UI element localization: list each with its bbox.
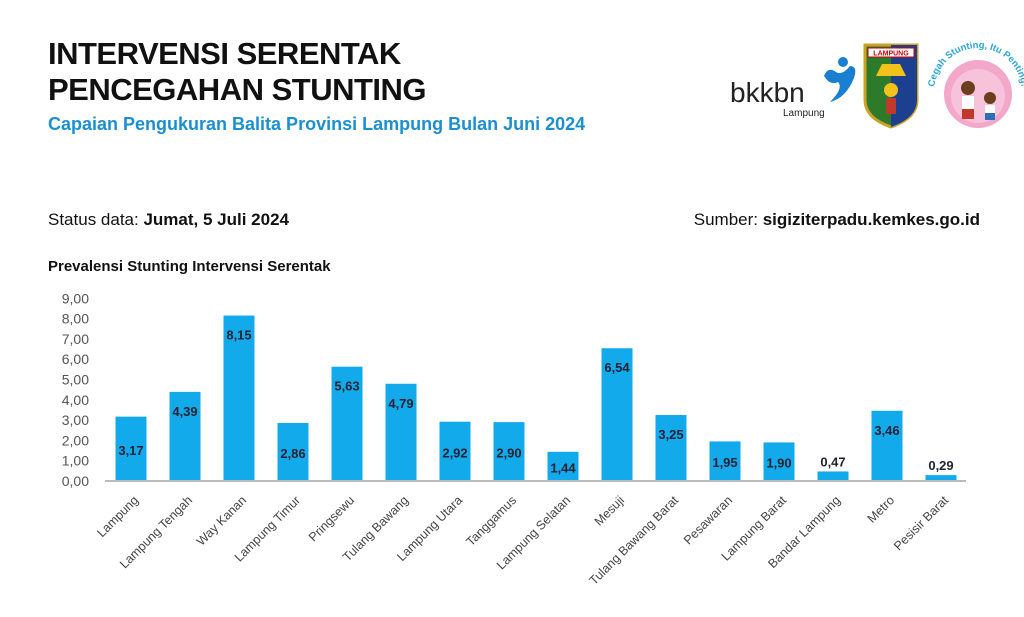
x-tick-label: Tanggamus bbox=[464, 493, 520, 549]
bar bbox=[493, 422, 525, 481]
data-label: 5,63 bbox=[334, 379, 359, 394]
svg-text:LAMPUNG: LAMPUNG bbox=[873, 51, 909, 58]
data-label: 0,47 bbox=[820, 454, 845, 469]
data-label: 2,90 bbox=[496, 446, 521, 461]
bar bbox=[169, 391, 201, 481]
bar bbox=[223, 315, 255, 481]
y-tick-label: 6,00 bbox=[62, 351, 89, 367]
y-tick-label: 4,00 bbox=[62, 392, 89, 408]
x-tick-label: Pesisir Barat bbox=[891, 493, 951, 553]
title-line-1: INTERVENSI SERENTAK bbox=[48, 36, 401, 71]
y-tick-label: 3,00 bbox=[62, 412, 89, 428]
status-data: Status data: Jumat, 5 Juli 2024 bbox=[48, 210, 289, 229]
title-line-2: PENCEGAHAN STUNTING bbox=[48, 72, 427, 107]
data-source: Sumber: sigiziterpadu.kemkes.go.id bbox=[693, 210, 980, 229]
page-title: INTERVENSI SERENTAK PENCEGAHAN STUNTING bbox=[48, 36, 427, 108]
bar bbox=[439, 421, 471, 481]
data-label: 4,39 bbox=[172, 404, 197, 419]
svg-text:bkkbn: bkkbn bbox=[730, 77, 805, 108]
data-label: 1,44 bbox=[550, 460, 576, 475]
data-label: 3,25 bbox=[658, 427, 683, 442]
bar bbox=[763, 442, 795, 481]
bar-chart: 0,00 1,00 2,00 3,00 4,00 5,00 6,00 7,00 8,00 9,00… bbox=[62, 290, 966, 588]
y-tick-label: 5,00 bbox=[62, 372, 89, 388]
x-tick-label: Mesuji bbox=[592, 493, 627, 528]
bar bbox=[601, 348, 633, 481]
x-tick-label: Lampung bbox=[94, 493, 141, 540]
bar bbox=[925, 475, 957, 481]
data-label: 2,92 bbox=[442, 445, 467, 460]
y-tick-label: 8,00 bbox=[62, 311, 89, 327]
x-tick-label: Pesawaran bbox=[681, 493, 735, 547]
cegah-stunting-logo: Cegah Stunting, Itu Penting! bbox=[926, 40, 1024, 128]
bar bbox=[817, 471, 849, 481]
chart-title: Prevalensi Stunting Intervensi Serentak bbox=[48, 258, 331, 275]
data-label: 4,79 bbox=[388, 396, 413, 411]
y-tick-label: 7,00 bbox=[62, 331, 89, 347]
data-label: 8,15 bbox=[226, 328, 251, 343]
svg-text:Lampung: Lampung bbox=[783, 108, 825, 119]
y-tick-label: 0,00 bbox=[62, 473, 89, 489]
data-label: 1,90 bbox=[766, 456, 791, 471]
data-label: 3,17 bbox=[118, 443, 143, 458]
logos: bkkbn Lampung LAMPUNG Cegah Stunting, It… bbox=[730, 40, 1024, 129]
y-tick-label: 2,00 bbox=[62, 432, 89, 448]
bar bbox=[385, 383, 417, 481]
y-tick-label: 9,00 bbox=[62, 290, 89, 306]
x-tick-label: Tulang Bawang Barat bbox=[587, 493, 682, 588]
data-label: 1,95 bbox=[712, 455, 737, 470]
lampung-crest-logo: LAMPUNG bbox=[863, 43, 919, 129]
data-label: 6,54 bbox=[604, 360, 630, 375]
bar bbox=[331, 366, 363, 481]
x-tick-label: Way Kanan bbox=[194, 493, 249, 548]
data-label: 3,46 bbox=[874, 423, 899, 438]
bar bbox=[115, 416, 147, 481]
y-tick-label: 1,00 bbox=[62, 453, 89, 469]
x-tick-label: Pringsewu bbox=[306, 493, 357, 544]
bar bbox=[277, 422, 309, 481]
bar bbox=[871, 410, 903, 481]
bar bbox=[547, 451, 579, 481]
subtitle: Capaian Pengukuran Balita Provinsi Lampu… bbox=[48, 114, 586, 134]
bar bbox=[655, 415, 687, 481]
data-label: 0,29 bbox=[928, 458, 953, 473]
bar bbox=[709, 441, 741, 481]
data-label: 2,86 bbox=[280, 446, 305, 461]
bkkbn-logo: bkkbn Lampung bbox=[730, 57, 856, 119]
x-tick-label: Metro bbox=[865, 493, 898, 526]
